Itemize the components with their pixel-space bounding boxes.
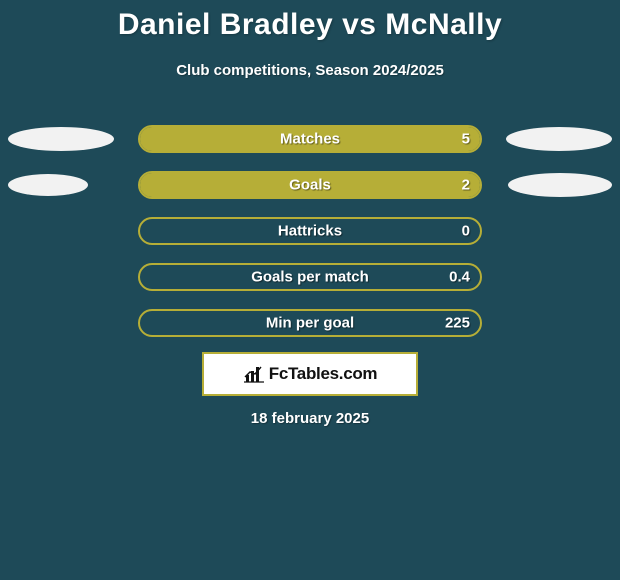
- stat-label: Goals per match: [140, 269, 480, 286]
- stat-row: Hattricks0: [0, 217, 620, 245]
- logo-text: FcTables.com: [269, 364, 378, 384]
- comparison-card: Daniel Bradley vs McNally Club competiti…: [0, 0, 620, 580]
- stat-label: Min per goal: [140, 315, 480, 332]
- stat-rows: Matches5Goals2Hattricks0Goals per match0…: [0, 125, 620, 355]
- stat-value: 0.4: [449, 269, 470, 286]
- stat-label: Hattricks: [140, 223, 480, 240]
- stat-bar-fill: [140, 173, 480, 197]
- stat-bar: Matches5: [138, 125, 482, 153]
- logo-box[interactable]: FcTables.com: [202, 352, 418, 396]
- stat-row: Goals2: [0, 171, 620, 199]
- footer-date: 18 february 2025: [0, 410, 620, 427]
- stat-value: 0: [462, 223, 470, 240]
- stat-row: Min per goal225: [0, 309, 620, 337]
- player-right-ellipse: [508, 173, 612, 197]
- stat-value: 225: [445, 315, 470, 332]
- player-right-ellipse: [506, 127, 612, 151]
- bar-chart-icon: [243, 365, 265, 383]
- stat-bar: Min per goal225: [138, 309, 482, 337]
- stat-bar: Goals2: [138, 171, 482, 199]
- stat-bar: Hattricks0: [138, 217, 482, 245]
- subtitle: Club competitions, Season 2024/2025: [0, 62, 620, 79]
- player-left-ellipse: [8, 174, 88, 196]
- stat-bar: Goals per match0.4: [138, 263, 482, 291]
- stat-row: Matches5: [0, 125, 620, 153]
- stat-row: Goals per match0.4: [0, 263, 620, 291]
- player-left-ellipse: [8, 127, 114, 151]
- stat-bar-fill: [140, 127, 480, 151]
- page-title: Daniel Bradley vs McNally: [0, 8, 620, 42]
